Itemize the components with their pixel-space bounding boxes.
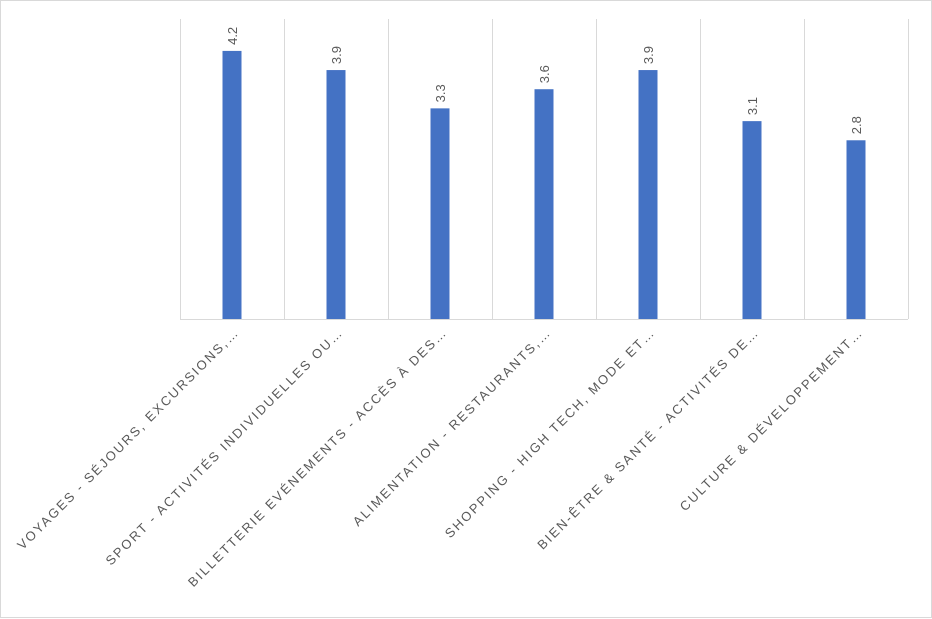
data-labels-layer: 4.2 3.9 3.3 3.6 3.9 3.1 2.8 — [225, 27, 864, 134]
x-tick-label: BIEN-ÊTRE & SANTÉ - ACTIVITÉS DE… — [534, 325, 762, 553]
bar — [430, 108, 450, 320]
x-tick-label: SHOPPING - HIGH TECH, MODE ET… — [442, 325, 658, 541]
tick-labels-layer: VOYAGES - SÉJOURS, EXCURSIONS,…SPORT - A… — [14, 325, 866, 590]
bar — [222, 50, 242, 320]
data-label: 4.2 — [225, 27, 240, 45]
x-tick-label: CULTURE & DÉVELOPPEMENT… — [677, 325, 866, 514]
data-label: 3.9 — [641, 46, 656, 64]
data-label: 3.3 — [433, 84, 448, 102]
bar — [742, 121, 762, 320]
data-label: 3.9 — [329, 46, 344, 64]
bars-layer — [222, 50, 866, 320]
data-label: 3.1 — [745, 97, 760, 115]
bar — [846, 140, 866, 319]
x-tick-label: SPORT - ACTIVITÉS INDIVIDUELLES OU… — [102, 325, 346, 569]
data-label: 3.6 — [537, 65, 552, 83]
bar — [326, 70, 346, 319]
grid-layer — [180, 19, 909, 320]
x-tick-label: VOYAGES - SÉJOURS, EXCURSIONS,… — [14, 325, 242, 553]
bar — [534, 89, 554, 319]
data-label: 2.8 — [849, 116, 864, 134]
x-tick-label: ALIMENTATION - RESTAURANTS,… — [350, 325, 554, 529]
bar — [638, 70, 658, 319]
